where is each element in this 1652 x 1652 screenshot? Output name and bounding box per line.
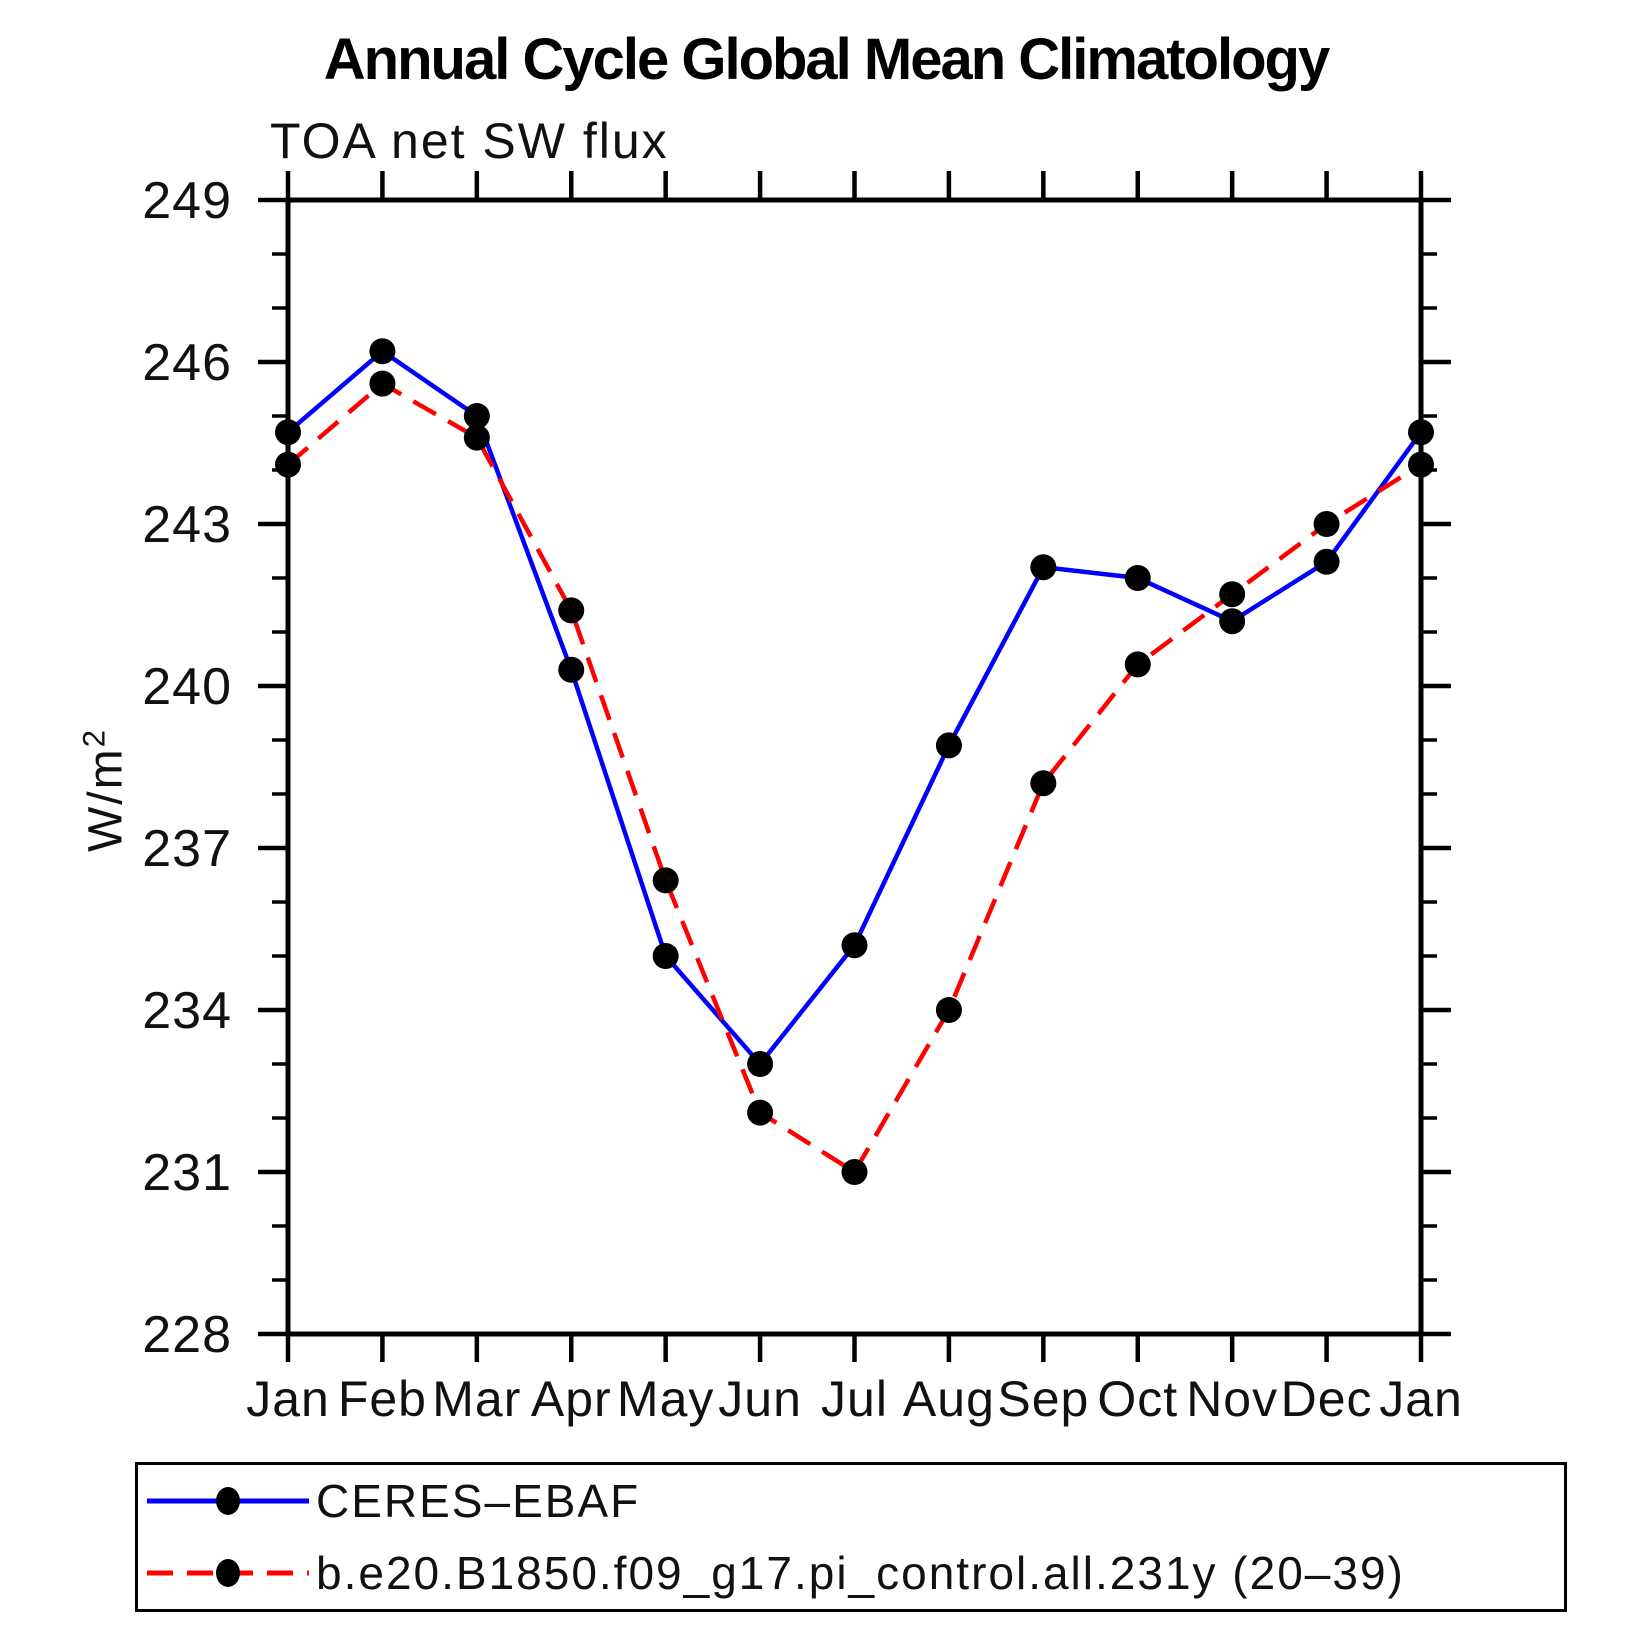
x-tick-label: Mar bbox=[432, 1371, 521, 1427]
series-marker-1 bbox=[1408, 451, 1434, 478]
y-tick-label: 237 bbox=[142, 820, 232, 878]
y-tick-label: 240 bbox=[142, 658, 232, 716]
y-tick-label: 246 bbox=[142, 334, 232, 392]
y-tick-label: 249 bbox=[142, 172, 232, 230]
series-marker-1 bbox=[275, 451, 301, 478]
series-marker-0 bbox=[1313, 548, 1340, 575]
legend: CERES–EBAF b.e20.B1850.f09_g17.pi_contro… bbox=[135, 1462, 1567, 1612]
legend-entry-model: b.e20.B1850.f09_g17.pi_control.all.231y … bbox=[138, 1537, 1564, 1609]
x-tick-label: Apr bbox=[531, 1371, 612, 1427]
x-tick-label: Jan bbox=[246, 1371, 330, 1427]
chart-subtitle: TOA net SW flux bbox=[270, 113, 669, 169]
x-tick-label: Aug bbox=[903, 1371, 995, 1427]
legend-sample-dashed-line-icon bbox=[147, 1559, 309, 1587]
series-marker-1 bbox=[747, 1099, 774, 1126]
series-line-1 bbox=[286, 380, 1423, 1176]
y-tick-label: 243 bbox=[142, 496, 232, 554]
series-marker-0 bbox=[1124, 565, 1151, 591]
legend-marker-dot-icon bbox=[216, 1487, 240, 1515]
series-marker-1 bbox=[1313, 511, 1340, 537]
series-marker-1 bbox=[1030, 770, 1057, 797]
x-tick-label: Jul bbox=[821, 1371, 888, 1427]
series-marker-0 bbox=[841, 932, 868, 959]
legend-entry-ceres-ebaf: CERES–EBAF bbox=[138, 1465, 1564, 1537]
series-marker-0 bbox=[463, 403, 490, 429]
series-marker-1 bbox=[1219, 581, 1246, 608]
x-tick-label: Sep bbox=[997, 1371, 1089, 1427]
series-marker-0 bbox=[935, 732, 962, 759]
chart-title: Annual Cycle Global Mean Climatology bbox=[323, 27, 1330, 92]
x-tick-label: Jan bbox=[1379, 1371, 1463, 1427]
series-marker-0 bbox=[369, 338, 396, 365]
series-marker-0 bbox=[1219, 608, 1246, 635]
y-tick-label: 228 bbox=[142, 1306, 232, 1364]
series-marker-0 bbox=[652, 943, 679, 969]
legend-marker-dot-icon bbox=[216, 1559, 240, 1587]
legend-sample-solid-line-icon bbox=[147, 1487, 309, 1515]
legend-label-ceres-ebaf: CERES–EBAF bbox=[316, 1475, 641, 1527]
series-marker-0 bbox=[747, 1051, 774, 1077]
x-tick-label: Feb bbox=[338, 1371, 427, 1427]
legend-label-model: b.e20.B1850.f09_g17.pi_control.all.231y … bbox=[316, 1547, 1405, 1599]
x-tick-label: Dec bbox=[1281, 1371, 1373, 1427]
x-tick-label: May bbox=[617, 1371, 714, 1427]
x-tick-label: Nov bbox=[1186, 1371, 1278, 1427]
series-marker-0 bbox=[558, 656, 585, 683]
series-marker-1 bbox=[935, 997, 962, 1023]
series-marker-1 bbox=[369, 370, 396, 397]
series-marker-0 bbox=[275, 419, 301, 446]
series-marker-0 bbox=[1030, 554, 1057, 581]
series-marker-1 bbox=[652, 867, 679, 894]
x-tick-label: Oct bbox=[1097, 1371, 1178, 1427]
series-marker-1 bbox=[841, 1159, 868, 1185]
series-marker-1 bbox=[558, 597, 585, 624]
series-marker-0 bbox=[1408, 419, 1434, 446]
x-tick-label: Jun bbox=[718, 1371, 802, 1427]
y-tick-label: 231 bbox=[142, 1144, 232, 1202]
y-tick-label: 234 bbox=[142, 982, 232, 1040]
series-marker-1 bbox=[463, 424, 490, 451]
series-marker-1 bbox=[1124, 651, 1151, 678]
